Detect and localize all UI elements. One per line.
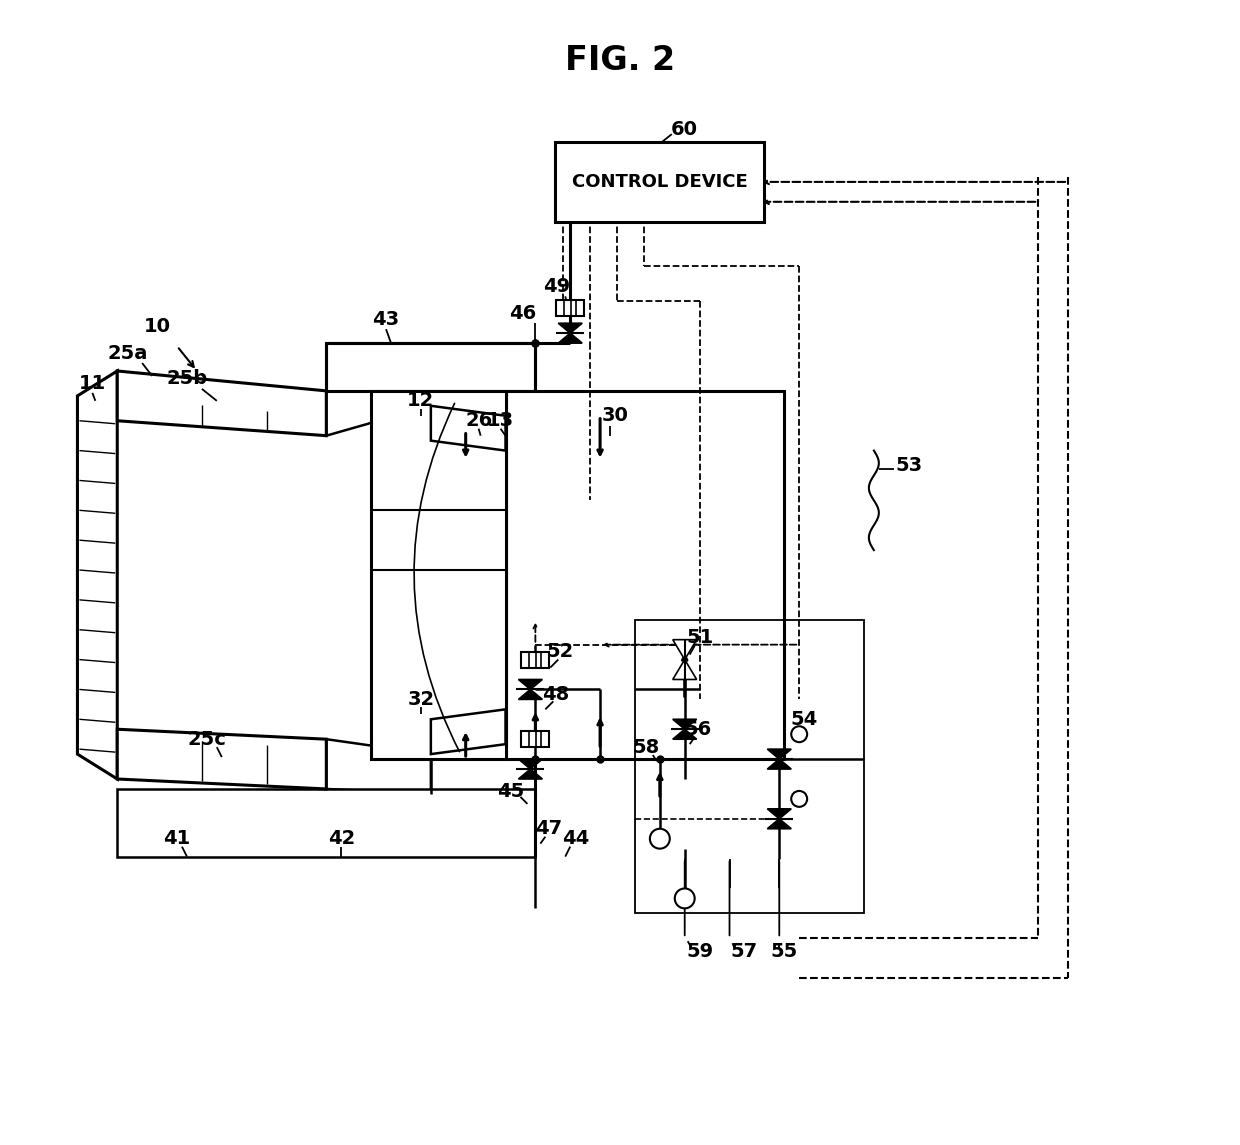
Polygon shape [518, 679, 542, 689]
Polygon shape [673, 640, 697, 660]
Bar [635, 619, 864, 914]
Text: 57: 57 [730, 941, 758, 961]
Bar [522, 652, 549, 668]
Polygon shape [118, 729, 326, 789]
Polygon shape [558, 323, 582, 333]
Text: 10: 10 [144, 317, 171, 335]
Text: 41: 41 [164, 829, 191, 848]
Text: 13: 13 [487, 411, 515, 431]
Text: 43: 43 [372, 310, 399, 329]
Text: 56: 56 [684, 720, 712, 739]
Polygon shape [768, 759, 791, 769]
Text: 47: 47 [534, 820, 562, 838]
Polygon shape [673, 729, 697, 740]
Polygon shape [430, 710, 506, 755]
Text: 55: 55 [770, 941, 797, 961]
Text: CONTROL DEVICE: CONTROL DEVICE [572, 173, 748, 191]
Text: 30: 30 [601, 406, 629, 425]
Text: 25a: 25a [107, 344, 148, 363]
Polygon shape [518, 759, 542, 769]
Bar [557, 300, 584, 316]
Text: 26: 26 [465, 411, 492, 431]
Text: 46: 46 [508, 303, 536, 323]
Text: 11: 11 [79, 374, 105, 394]
Text: 44: 44 [562, 829, 589, 848]
Text: 59: 59 [686, 941, 713, 961]
Text: 60: 60 [671, 120, 698, 139]
Text: 53: 53 [895, 456, 923, 475]
Polygon shape [77, 371, 118, 779]
Text: 42: 42 [327, 829, 355, 848]
Polygon shape [518, 689, 542, 700]
Bar [371, 390, 506, 759]
Text: 25c: 25c [187, 729, 226, 749]
Text: 48: 48 [542, 685, 569, 704]
Text: 49: 49 [543, 277, 570, 295]
Text: 25b: 25b [166, 370, 207, 388]
Bar [506, 390, 784, 759]
Circle shape [791, 726, 807, 742]
Text: 54: 54 [791, 710, 818, 728]
Text: 51: 51 [686, 629, 713, 647]
Bar [556, 142, 764, 222]
Polygon shape [768, 808, 791, 819]
Text: FIG. 2: FIG. 2 [565, 44, 675, 77]
Polygon shape [326, 740, 430, 793]
Polygon shape [768, 749, 791, 759]
Polygon shape [518, 769, 542, 779]
Bar [326, 344, 536, 390]
Text: 58: 58 [632, 737, 660, 757]
Text: 52: 52 [547, 642, 574, 661]
Polygon shape [118, 371, 326, 435]
Circle shape [675, 889, 694, 908]
Circle shape [650, 829, 670, 848]
Polygon shape [430, 405, 506, 451]
Bar [118, 789, 536, 856]
Polygon shape [768, 819, 791, 829]
Polygon shape [558, 333, 582, 344]
Text: 32: 32 [407, 690, 434, 709]
Polygon shape [673, 719, 697, 729]
Polygon shape [673, 660, 697, 679]
Text: 12: 12 [407, 392, 434, 410]
Bar [522, 732, 549, 748]
Text: 45: 45 [497, 782, 525, 802]
Polygon shape [326, 366, 430, 435]
Circle shape [791, 791, 807, 807]
